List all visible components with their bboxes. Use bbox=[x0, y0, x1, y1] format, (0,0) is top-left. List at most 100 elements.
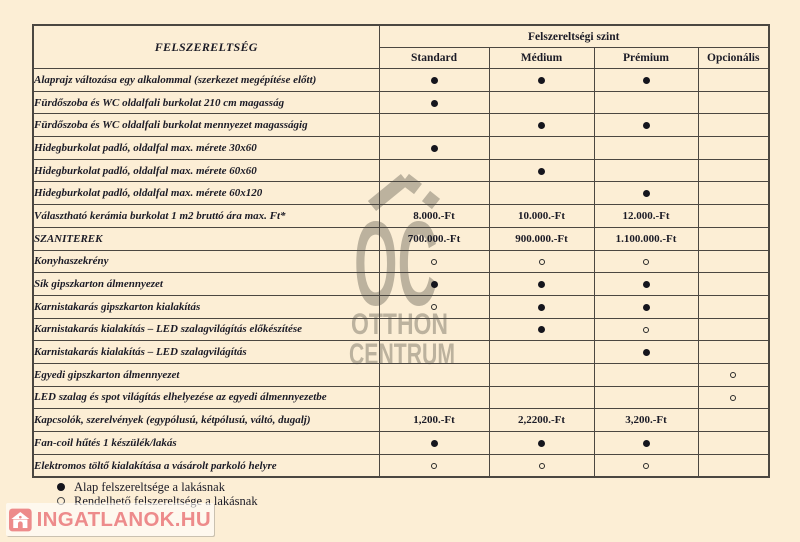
filled-dot-icon bbox=[642, 439, 650, 447]
value-cell: 12.000.-Ft bbox=[593, 204, 699, 228]
feature-cell: Fürdőszoba és WC oldalfali burkolat menn… bbox=[32, 113, 380, 138]
value-cell bbox=[697, 113, 770, 138]
value-cell bbox=[488, 317, 595, 342]
value-cell bbox=[697, 385, 770, 410]
value-cell bbox=[488, 113, 595, 138]
table-row: Karnistakarás kialakítás – LED szalagvil… bbox=[32, 317, 770, 342]
column-header-medium: Médium bbox=[488, 47, 595, 69]
table-row: SZANITEREK 700.000.-Ft 900.000.-Ft 1.100.00… bbox=[32, 226, 770, 251]
table-row: Fürdőszoba és WC oldalfali burkolat menn… bbox=[32, 113, 770, 138]
table-row: Fürdőszoba és WC oldalfali burkolat 210 … bbox=[32, 90, 770, 115]
value-cell bbox=[488, 68, 595, 92]
value-cell bbox=[593, 68, 699, 92]
filled-dot-icon bbox=[538, 303, 545, 311]
feature-cell: Konyhaszekrény bbox=[32, 249, 380, 274]
value-cell bbox=[488, 136, 595, 160]
value-cell: 700.000.-Ft bbox=[378, 226, 490, 251]
filled-dot-icon bbox=[430, 76, 438, 84]
column-header-premium: Prémium bbox=[593, 47, 699, 69]
table-row: Hidegburkolat padló, oldalfal max. méret… bbox=[32, 181, 770, 206]
level-header: Felszereltségi szint bbox=[378, 24, 770, 48]
hollow-dot-icon bbox=[431, 258, 437, 265]
value-cell bbox=[488, 272, 595, 296]
filled-dot-icon bbox=[430, 281, 438, 288]
value-cell bbox=[593, 431, 699, 455]
feature-cell: Választható kerámia burkolat 1 m2 bruttó… bbox=[32, 204, 380, 228]
filled-dot-icon bbox=[642, 122, 650, 130]
house-icon bbox=[9, 508, 32, 531]
value-cell bbox=[697, 136, 770, 160]
value-cell bbox=[593, 362, 699, 387]
value-cell bbox=[697, 90, 770, 115]
feature-cell: Karnistakarás kialakítás – LED szalagvil… bbox=[32, 340, 380, 364]
filled-dot-icon bbox=[642, 190, 650, 198]
value-cell bbox=[378, 68, 490, 92]
value-cell bbox=[593, 340, 699, 364]
ingatlanok-watermark-text: INGATLANOK.HU bbox=[36, 507, 211, 531]
value-cell bbox=[378, 113, 490, 138]
value-cell bbox=[697, 362, 770, 387]
value-cell bbox=[488, 249, 595, 274]
table-row: Választható kerámia burkolat 1 m2 bruttó… bbox=[32, 204, 770, 228]
hollow-dot-icon bbox=[730, 372, 737, 379]
feature-cell: Karnistakarás gipszkarton kialakítás bbox=[32, 294, 380, 319]
table-row: Alaprajz változása egy alkalommal (szerk… bbox=[32, 68, 770, 92]
value-cell bbox=[488, 90, 595, 115]
filled-dot-icon bbox=[538, 326, 545, 334]
filled-dot-icon bbox=[430, 439, 438, 447]
value-cell bbox=[593, 385, 699, 410]
feature-cell: SZANITEREK bbox=[32, 226, 380, 251]
value-cell bbox=[378, 90, 490, 115]
table-row: Hidegburkolat padló, oldalfal max. méret… bbox=[32, 136, 770, 160]
legend-filled-dot-icon bbox=[57, 483, 65, 491]
value-cell bbox=[378, 362, 490, 387]
table-row: Sík gipszkarton álmennyezet bbox=[32, 272, 770, 296]
table-row: Fan-coil hűtés 1 készülék/lakás bbox=[32, 431, 770, 455]
value-cell bbox=[488, 294, 595, 319]
value-cell bbox=[697, 294, 770, 319]
table-row: Egyedi gipszkarton álmennyezet bbox=[32, 362, 770, 387]
filled-dot-icon bbox=[642, 76, 650, 84]
value-cell bbox=[378, 249, 490, 274]
feature-cell: Fürdőszoba és WC oldalfali burkolat 210 … bbox=[32, 90, 380, 115]
column-header-standard: Standard bbox=[378, 47, 490, 69]
filled-dot-icon bbox=[538, 439, 545, 447]
level-header-row: FELSZERELTSÉG Felszereltségi szint bbox=[32, 24, 770, 69]
feature-cell: Elektromos töltő kialakítása a vásárolt … bbox=[32, 453, 380, 478]
feature-cell: Hidegburkolat padló, oldalfal max. méret… bbox=[32, 181, 380, 206]
value-cell bbox=[593, 113, 699, 138]
filled-dot-icon bbox=[538, 76, 545, 84]
filled-dot-icon bbox=[538, 281, 545, 288]
feature-cell: Hidegburkolat padló, oldalfal max. méret… bbox=[32, 136, 380, 160]
filled-dot-icon bbox=[430, 99, 438, 107]
value-cell: 1,200.-Ft bbox=[378, 408, 490, 432]
filled-dot-icon bbox=[642, 349, 650, 357]
column-header-opcionalis: Opcionális bbox=[697, 47, 770, 69]
value-cell bbox=[697, 272, 770, 296]
value-cell bbox=[378, 340, 490, 364]
value-cell bbox=[488, 362, 595, 387]
table-row: Karnistakarás kialakítás – LED szalagvil… bbox=[32, 340, 770, 364]
value-cell bbox=[697, 340, 770, 364]
feature-cell: Sík gipszkarton álmennyezet bbox=[32, 272, 380, 296]
value-cell: 1.100.000.-Ft bbox=[593, 226, 699, 251]
table-row: Elektromos töltő kialakítása a vásárolt … bbox=[32, 453, 770, 478]
hollow-dot-icon bbox=[643, 326, 649, 333]
value-cell: 900.000.-Ft bbox=[488, 226, 595, 251]
value-cell bbox=[488, 181, 595, 206]
legend-label: Alap felszereltsége a lakásnak bbox=[74, 479, 225, 494]
value-cell bbox=[593, 181, 699, 206]
filled-dot-icon bbox=[642, 303, 650, 311]
equipment-table: FELSZERELTSÉG Felszereltségi szint Stand… bbox=[32, 24, 770, 479]
value-cell: 8.000.-Ft bbox=[378, 204, 490, 228]
value-cell bbox=[593, 158, 699, 183]
hollow-dot-icon bbox=[730, 394, 737, 401]
value-cell bbox=[488, 385, 595, 410]
hollow-dot-icon bbox=[643, 463, 649, 469]
filled-dot-icon bbox=[538, 122, 545, 130]
value-cell bbox=[697, 68, 770, 92]
column-header-row: Standard Médium Prémium Opcionális bbox=[33, 47, 770, 69]
value-cell bbox=[593, 453, 699, 478]
filled-dot-icon bbox=[642, 281, 650, 288]
